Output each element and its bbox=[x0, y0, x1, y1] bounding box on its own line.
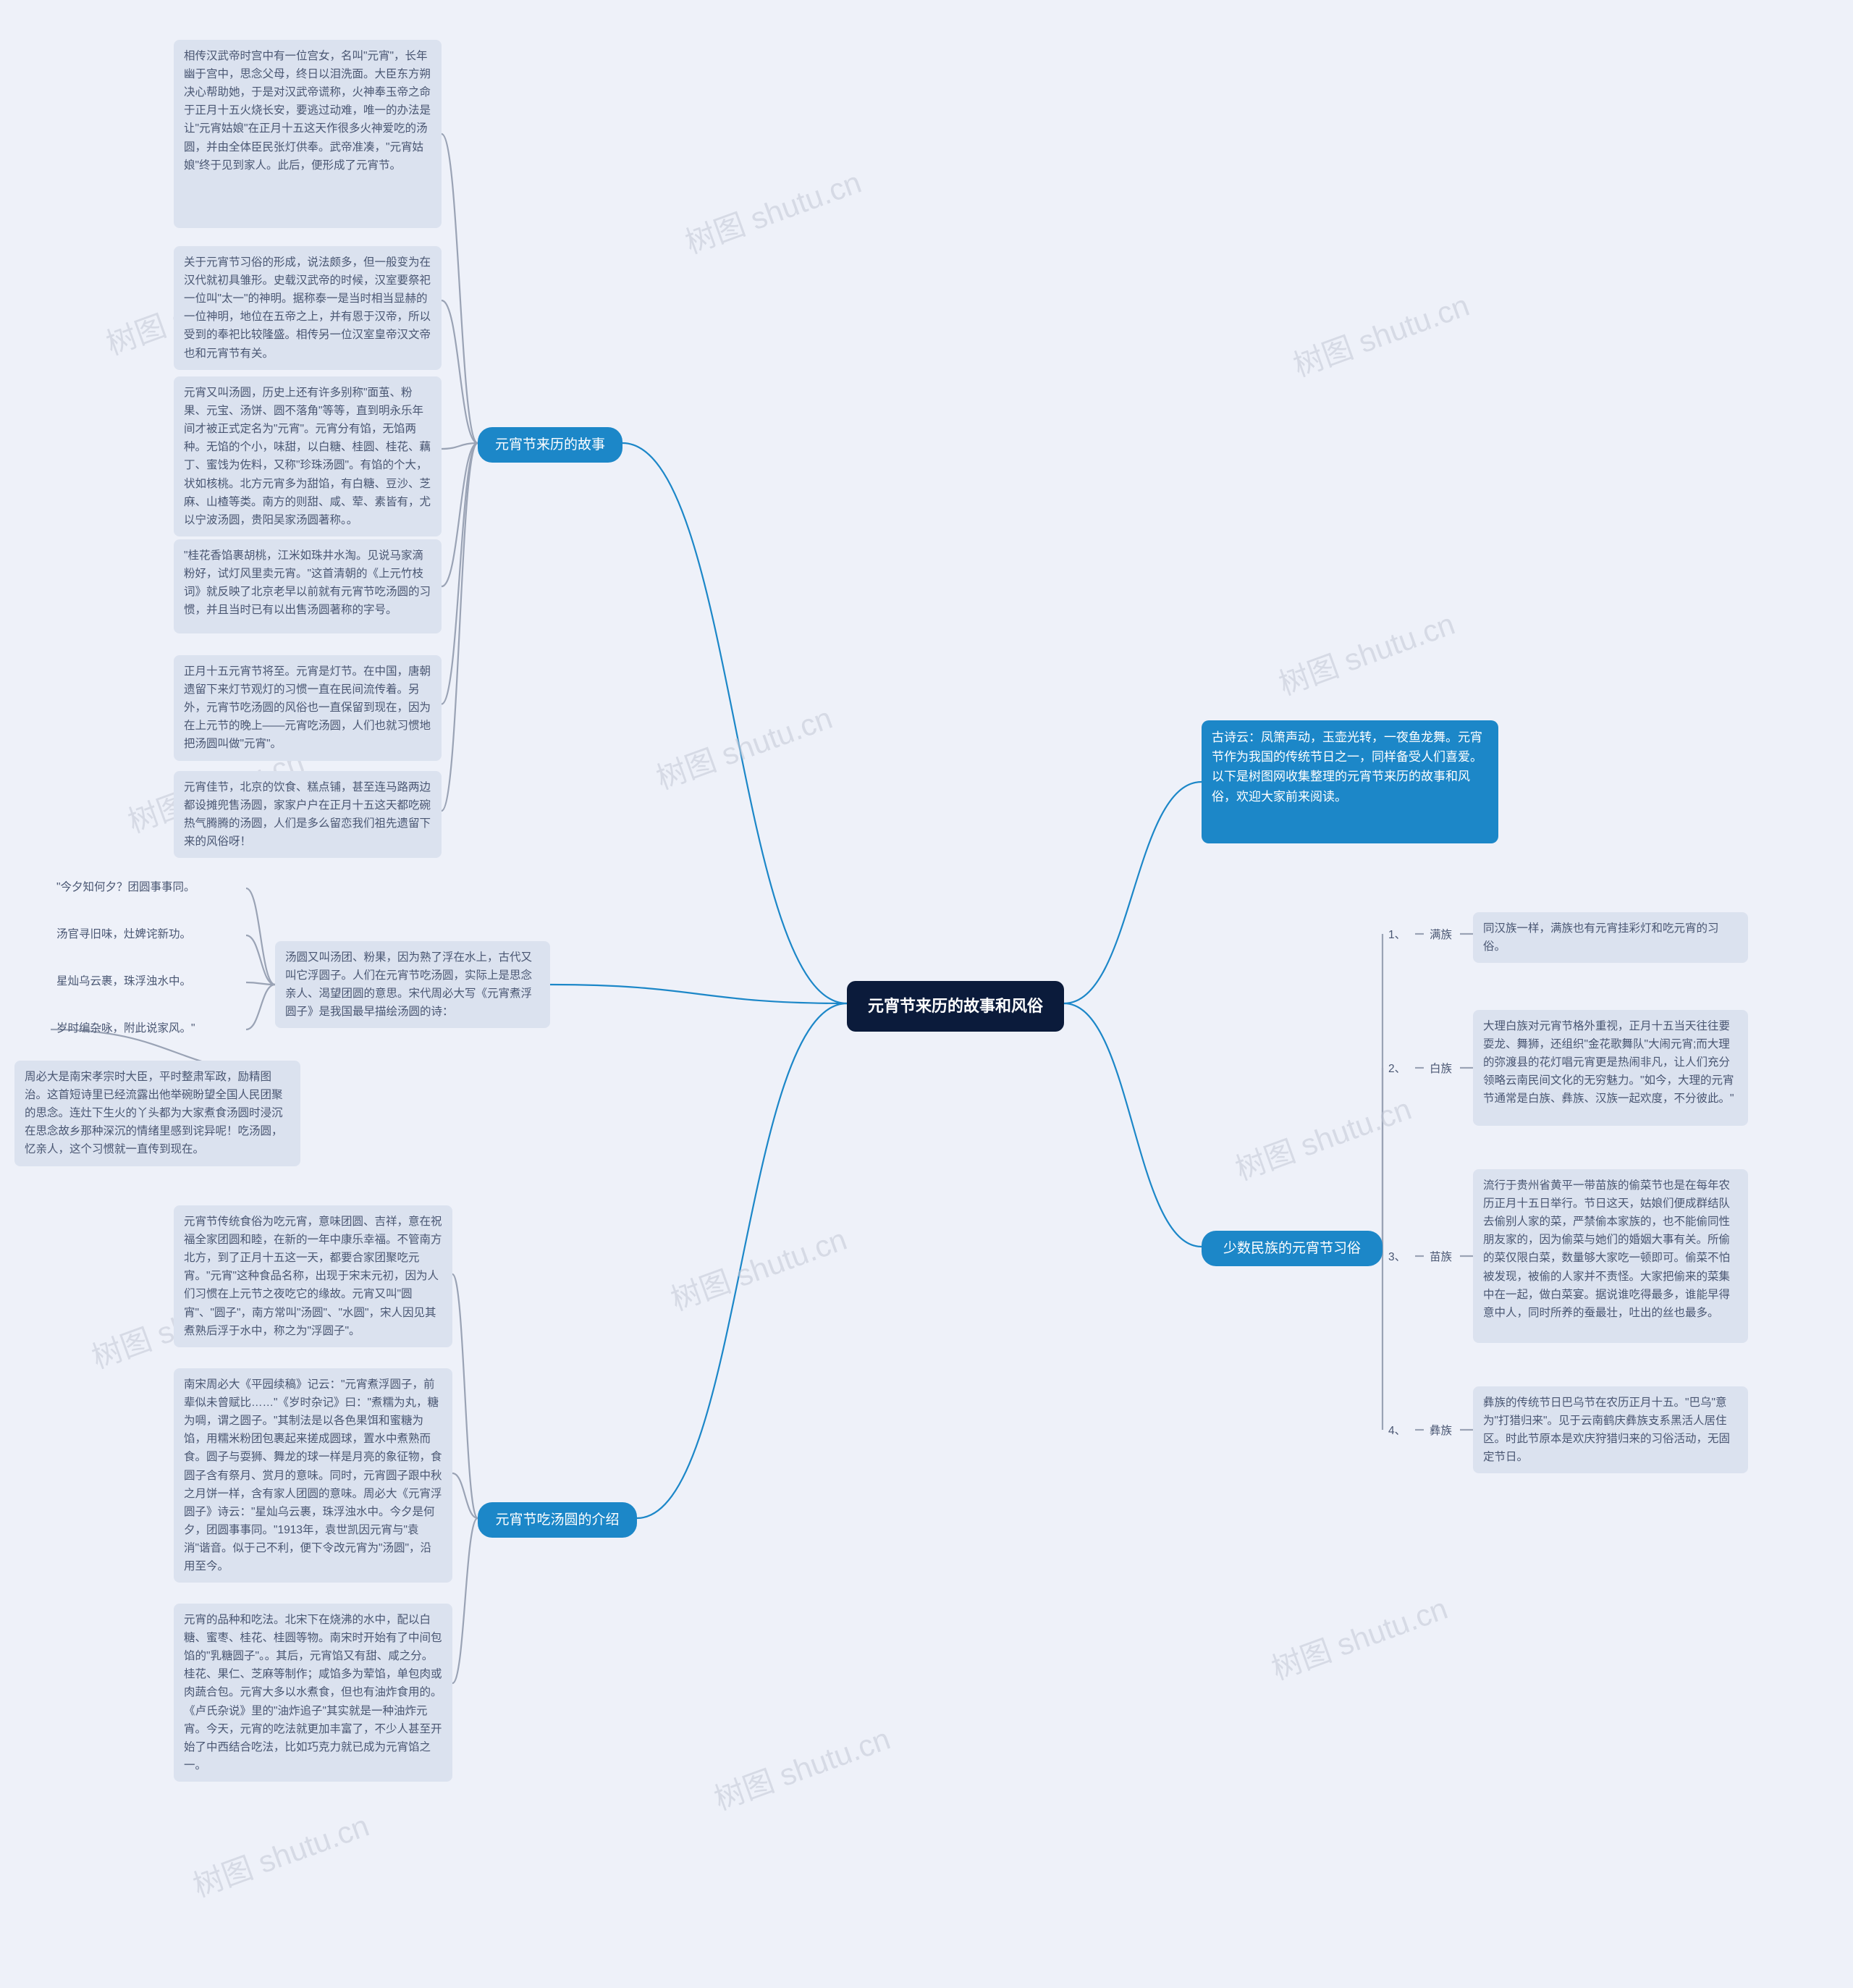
tangyuan-leaf: 元宵的品种和吃法。北宋下在烧沸的水中，配以白糖、蜜枣、桂花、桂圆等物。南宋时开始… bbox=[174, 1604, 452, 1782]
watermark: 树图 shutu.cn bbox=[664, 1215, 852, 1319]
poem-note: 周必大是南宋孝宗时大臣，平时整肃军政，励精图治。这首短诗里已经流露出他举碗盼望全… bbox=[14, 1061, 300, 1166]
branch-ethnic[interactable]: 少数民族的元宵节习俗 bbox=[1202, 1231, 1383, 1266]
tangyuan-leaf: 元宵节传统食俗为吃元宵，意味团圆、吉祥，意在祝福全家团圆和睦，在新的一年中康乐幸… bbox=[174, 1205, 452, 1347]
ethnic-leaf: 流行于贵州省黄平一带苗族的偷菜节也是在每年农历正月十五日举行。节日这天，姑娘们便… bbox=[1473, 1169, 1748, 1343]
watermark: 树图 shutu.cn bbox=[186, 1801, 374, 1905]
branch-tangyuan[interactable]: 元宵节吃汤圆的介绍 bbox=[478, 1502, 637, 1538]
ethnic-name: 苗族 bbox=[1424, 1246, 1464, 1270]
ethnic-index: 4、 bbox=[1383, 1420, 1415, 1444]
ethnic-name: 满族 bbox=[1424, 924, 1464, 948]
story-leaf: 相传汉武帝时宫中有一位宫女，名叫"元宵"，长年幽于宫中，思念父母，终日以泪洗面。… bbox=[174, 40, 442, 228]
mindmap-canvas: 树图 shutu.cn 树图 shutu.cn 树图 shutu.cn 树图 shut… bbox=[0, 0, 1853, 1988]
watermark: 树图 shutu.cn bbox=[1228, 1084, 1417, 1189]
ethnic-leaf: 同汉族一样，满族也有元宵挂彩灯和吃元宵的习俗。 bbox=[1473, 912, 1748, 963]
poem-line: 星灿乌云裹，珠浮浊水中。 bbox=[51, 970, 246, 995]
watermark: 树图 shutu.cn bbox=[1272, 599, 1460, 704]
watermark: 树图 shutu.cn bbox=[707, 1714, 895, 1819]
story-leaf: 元宵又叫汤圆，历史上还有许多别称"面茧、粉果、元宝、汤饼、圆不落角"等等，直到明… bbox=[174, 376, 442, 536]
ethnic-name: 白族 bbox=[1424, 1058, 1464, 1082]
poem-line: 汤官寻旧味，灶婢诧新功。 bbox=[51, 923, 246, 948]
story-leaf: 元宵佳节，北京的饮食、糕点铺，甚至连马路两边都设摊兜售汤圆，家家户户在正月十五这… bbox=[174, 771, 442, 858]
ethnic-index: 2、 bbox=[1383, 1058, 1415, 1082]
story-leaf: 正月十五元宵节将至。元宵是灯节。在中国，唐朝遗留下来灯节观灯的习惯一直在民间流传… bbox=[174, 655, 442, 761]
root-node[interactable]: 元宵节来历的故事和风俗 bbox=[847, 981, 1064, 1032]
ethnic-index: 1、 bbox=[1383, 924, 1415, 948]
poem-line: 岁时编杂咏，附此说家风。" bbox=[51, 1017, 246, 1042]
intro-card: 古诗云：凤箫声动，玉壶光转，一夜鱼龙舞。元宵节作为我国的传统节日之一，同样备受人… bbox=[1202, 720, 1498, 843]
poem-intro: 汤圆又叫汤团、粉果，因为熟了浮在水上，古代又叫它浮圆子。人们在元宵节吃汤圆，实际… bbox=[275, 941, 550, 1028]
watermark: 树图 shutu.cn bbox=[1265, 1584, 1453, 1688]
story-leaf: 关于元宵节习俗的形成，说法颇多，但一般变为在汉代就初具雏形。史载汉武帝的时候，汉… bbox=[174, 246, 442, 370]
story-leaf: "桂花香馅裹胡桃，江米如珠井水淘。见说马家滴粉好，试灯风里卖元宵。"这首清朝的《… bbox=[174, 539, 442, 633]
poem-line: "今夕知何夕？团圆事事同。 bbox=[51, 876, 246, 901]
ethnic-index: 3、 bbox=[1383, 1246, 1415, 1270]
ethnic-leaf: 彝族的传统节日巴乌节在农历正月十五。"巴乌"意为"打猎归来"。见于云南鹤庆彝族支… bbox=[1473, 1386, 1748, 1473]
watermark: 树图 shutu.cn bbox=[678, 158, 866, 262]
ethnic-leaf: 大理白族对元宵节格外重视，正月十五当天往往要耍龙、舞狮，还组织"金花歌舞队"大闹… bbox=[1473, 1010, 1748, 1126]
watermark: 树图 shutu.cn bbox=[649, 694, 837, 798]
ethnic-name: 彝族 bbox=[1424, 1420, 1464, 1444]
watermark: 树图 shutu.cn bbox=[1286, 281, 1474, 385]
tangyuan-leaf: 南宋周必大《平园续稿》记云："元宵煮浮圆子，前辈似未曾赋比……"《岁时杂记》曰：… bbox=[174, 1368, 452, 1583]
branch-story[interactable]: 元宵节来历的故事 bbox=[478, 427, 622, 463]
